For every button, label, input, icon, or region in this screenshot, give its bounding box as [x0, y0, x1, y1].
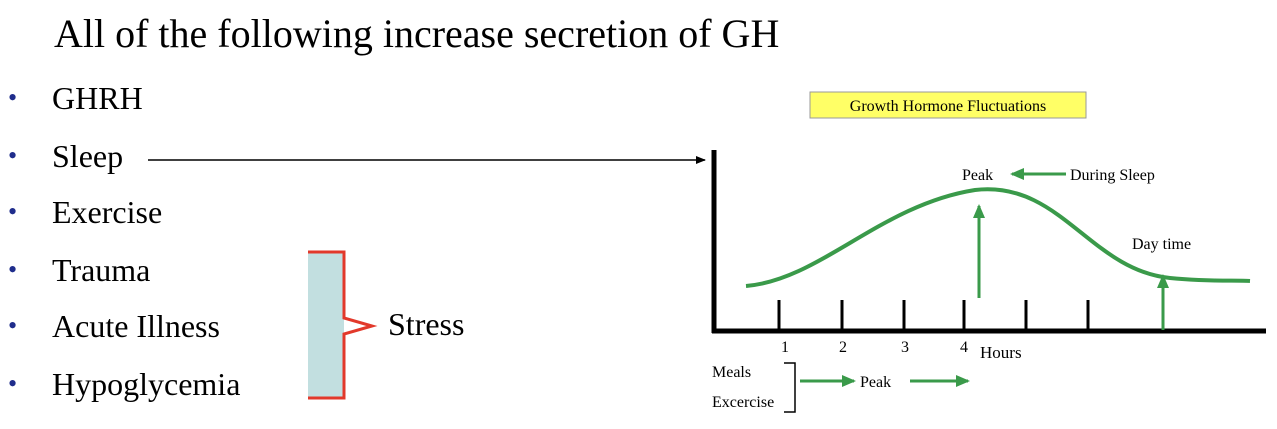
meals-label: Meals [712, 364, 751, 381]
bullet-dot: • [8, 369, 18, 398]
peak-label: Peak [962, 167, 993, 184]
tick-label-1: 1 [781, 339, 789, 356]
stress-brace [308, 250, 378, 400]
bottom-peak-label: Peak [860, 374, 891, 391]
exercise-label: Excercise [712, 394, 774, 411]
bullet-text-acute-illness: Acute Illness [52, 308, 220, 344]
tick-label-3: 3 [901, 339, 909, 356]
bullet-text-trauma: Trauma [52, 252, 151, 288]
diagram-title-box [809, 91, 1087, 119]
tick-marks [777, 300, 1090, 330]
day-time-label: Day time [1132, 236, 1191, 253]
bullet-text-exercise: Exercise [52, 194, 163, 230]
tick-label-2: 2 [839, 339, 847, 356]
hours-label: Hours [980, 343, 1022, 362]
bullet-dot: • [8, 311, 18, 340]
during-sleep-label: During Sleep [1070, 167, 1155, 184]
stress-label: Stress [388, 306, 465, 342]
meals-bracket [784, 362, 796, 413]
bullet-text-hypoglycemia: Hypoglycemia [52, 366, 241, 402]
bullet-dot: • [8, 83, 18, 112]
bullet-dot: • [8, 141, 18, 170]
bullet-dot: • [8, 255, 18, 284]
brace-outline [308, 250, 378, 400]
bullet-text-sleep: Sleep [52, 138, 124, 174]
brace-fill [308, 252, 344, 398]
slide-title: All of the following increase secretion … [54, 11, 780, 56]
bullet-text-ghrh: GHRH [52, 80, 143, 116]
tick-label-4: 4 [960, 339, 968, 356]
gh-curve [745, 187, 1251, 288]
bullet-dot: • [8, 197, 18, 226]
diagram-title: Growth Hormone Fluctuations [850, 98, 1046, 115]
